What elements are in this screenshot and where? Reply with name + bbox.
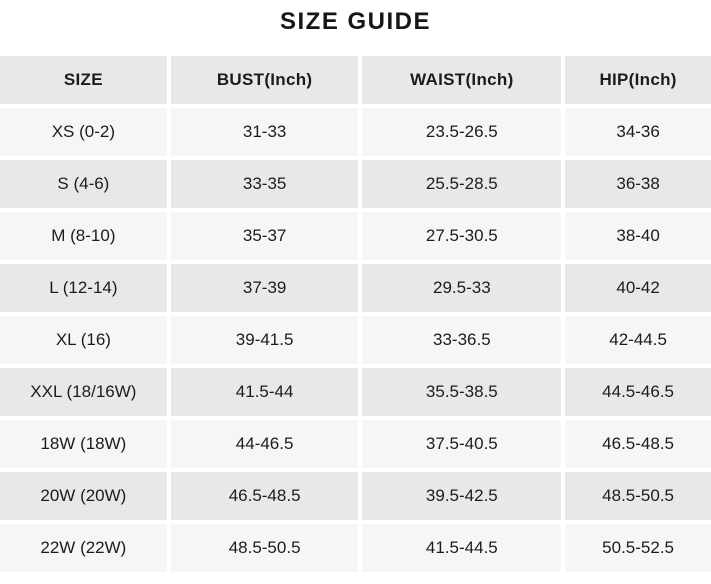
size-label: 18W (18W) bbox=[0, 420, 167, 468]
waist-value: 37.5-40.5 bbox=[362, 420, 562, 468]
waist-value: 39.5-42.5 bbox=[362, 472, 562, 520]
bust-value: 31-33 bbox=[170, 108, 359, 156]
hip-value: 44.5-46.5 bbox=[565, 368, 711, 416]
hip-value: 36-38 bbox=[565, 160, 711, 208]
hip-value: 48.5-50.5 bbox=[565, 472, 711, 520]
bust-value: 48.5-50.5 bbox=[170, 524, 359, 572]
size-label: L (12-14) bbox=[0, 264, 167, 312]
page-title: SIZE GUIDE bbox=[279, 8, 432, 35]
waist-value: 41.5-44.5 bbox=[362, 524, 562, 572]
bust-value: 39-41.5 bbox=[170, 316, 359, 364]
bust-value: 37-39 bbox=[170, 264, 359, 312]
waist-value: 33-36.5 bbox=[362, 316, 562, 364]
size-label: M (8-10) bbox=[0, 212, 167, 260]
hip-value: 34-36 bbox=[565, 108, 711, 156]
size-label: 22W (22W) bbox=[0, 524, 167, 572]
column-header-hip: HIP(Inch) bbox=[565, 56, 711, 104]
hip-value: 40-42 bbox=[565, 264, 711, 312]
column-header-waist: WAIST(Inch) bbox=[362, 56, 562, 104]
waist-value: 27.5-30.5 bbox=[362, 212, 562, 260]
size-label: S (4-6) bbox=[0, 160, 167, 208]
bust-value: 46.5-48.5 bbox=[170, 472, 359, 520]
waist-value: 35.5-38.5 bbox=[362, 368, 562, 416]
hip-value: 38-40 bbox=[565, 212, 711, 260]
column-header-size: SIZE bbox=[0, 56, 167, 104]
size-label: XL (16) bbox=[0, 316, 167, 364]
waist-value: 29.5-33 bbox=[362, 264, 562, 312]
hip-value: 50.5-52.5 bbox=[565, 524, 711, 572]
bust-value: 33-35 bbox=[170, 160, 359, 208]
hip-value: 46.5-48.5 bbox=[565, 420, 711, 468]
size-guide-table: SIZE BUST(Inch) WAIST(Inch) HIP(Inch) XS… bbox=[0, 56, 711, 572]
waist-value: 25.5-28.5 bbox=[362, 160, 562, 208]
bust-value: 44-46.5 bbox=[170, 420, 359, 468]
hip-value: 42-44.5 bbox=[565, 316, 711, 364]
bust-value: 41.5-44 bbox=[170, 368, 359, 416]
bust-value: 35-37 bbox=[170, 212, 359, 260]
size-label: XXL (18/16W) bbox=[0, 368, 167, 416]
size-label: 20W (20W) bbox=[0, 472, 167, 520]
size-label: XS (0-2) bbox=[0, 108, 167, 156]
column-header-bust: BUST(Inch) bbox=[170, 56, 359, 104]
waist-value: 23.5-26.5 bbox=[362, 108, 562, 156]
